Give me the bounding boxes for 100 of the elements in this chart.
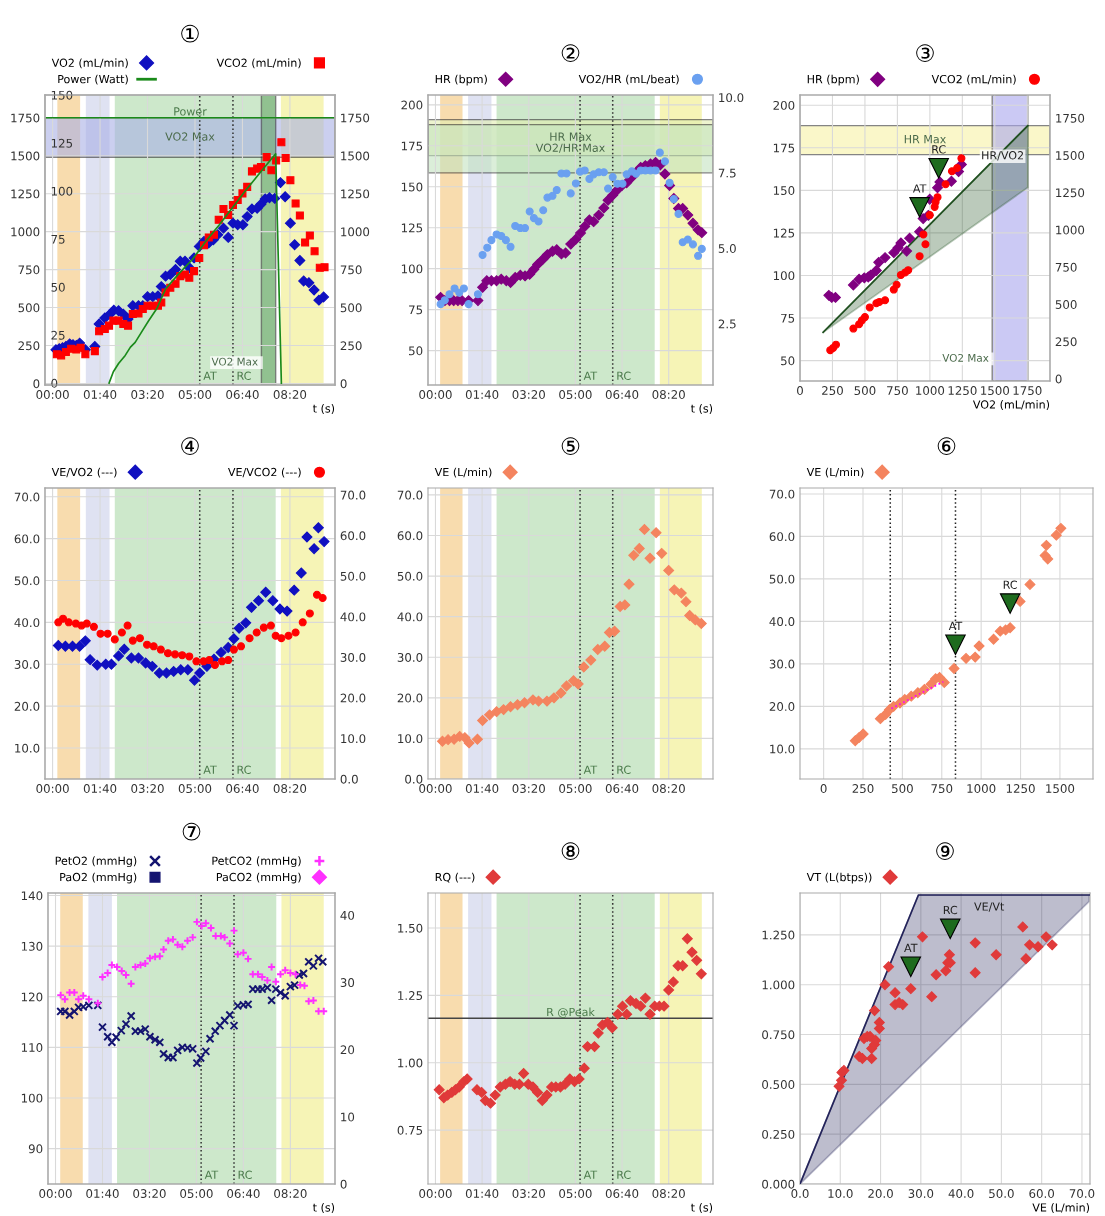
- chart-title: ⑨: [936, 842, 954, 860]
- y3-tick-label: 150: [51, 90, 73, 100]
- legend-label: VCO2 (mL/min): [931, 74, 1016, 85]
- x-tick-label: 06:40: [605, 784, 639, 793]
- y2-tick-label: 50.0: [340, 571, 366, 581]
- y-tick-label: 1500: [11, 151, 40, 161]
- y2-tick-label: 1500: [1056, 151, 1085, 160]
- ref-line-label: R @Peak: [547, 1007, 595, 1018]
- series-label: AT: [948, 621, 963, 630]
- legend-label: VT (L(btps)): [806, 872, 872, 884]
- y3-tick-label: 75: [51, 234, 65, 244]
- y3-tick-label: 125: [51, 138, 73, 148]
- y-tick-label: 75: [409, 305, 423, 315]
- y-tick-label: 50: [781, 356, 795, 366]
- x-tick-label: 70.0: [1069, 1189, 1095, 1198]
- chart-title: ②: [561, 44, 580, 62]
- y2-tick-label: 1500: [341, 151, 370, 161]
- y2-tick-label: 40.0: [340, 612, 366, 622]
- x-tick-label: 08:20: [652, 390, 685, 399]
- y2-tick-label: 0.0: [340, 774, 358, 784]
- y2-tick-label: 40: [340, 910, 355, 920]
- y-tick-label: 10.0: [15, 743, 40, 753]
- y2-tick-label: 30: [340, 978, 355, 988]
- x-tick-label: 03:20: [131, 390, 164, 399]
- x-tick-label: 05:00: [180, 1189, 213, 1198]
- x-tick-label: 03:20: [512, 784, 545, 793]
- y-tick-label: 75: [781, 313, 795, 323]
- y2-tick-label: 5.0: [718, 244, 736, 253]
- x-tick-label: 60.0: [1029, 1189, 1055, 1198]
- legend-label: HR (bpm): [435, 74, 487, 86]
- x-tick-label: 05:00: [559, 390, 592, 399]
- y-tick-label: 40.0: [769, 617, 795, 627]
- y-tick-label: 50.0: [769, 574, 795, 584]
- y3-tick-label: 0: [51, 378, 58, 388]
- x-tick-label: 20.0: [868, 1189, 893, 1198]
- y-tick-label: 1.250: [762, 930, 795, 940]
- x-tick-label: 0.0: [791, 1189, 809, 1198]
- y2-tick-label: 1250: [341, 189, 370, 199]
- y2-tick-label: 1000: [341, 227, 370, 237]
- series-label: AT: [904, 943, 918, 952]
- x-tick-label: 00:00: [39, 1189, 72, 1198]
- legend-label: VE/VO2 (---): [51, 467, 117, 478]
- x-tick-label: 06:40: [605, 1189, 639, 1198]
- x-tick-label: 08:20: [274, 1189, 307, 1198]
- x-tick-label: 750: [931, 784, 953, 793]
- y-tick-label: 20.0: [397, 693, 423, 703]
- x-tick-label: 01:40: [83, 390, 117, 399]
- y2-tick-label: 7.5: [718, 168, 736, 178]
- x-tick-label: 1500: [1046, 784, 1075, 793]
- y-tick-label: 125: [773, 228, 795, 238]
- x-tick-label: 50.0: [989, 1189, 1014, 1198]
- legend-label: VO2/HR (mL/beat): [578, 74, 679, 85]
- x-tick-label: 01:40: [83, 784, 117, 793]
- y-tick-label: 250: [18, 341, 40, 351]
- ref-line-label: AT: [583, 1170, 598, 1179]
- x-tick-label: 05:00: [178, 784, 212, 793]
- y2-tick-label: 500: [1055, 300, 1077, 309]
- x-tick-label: 00:00: [419, 784, 452, 793]
- y2-tick-label: 30.0: [340, 652, 366, 662]
- y-tick-label: 30.0: [14, 660, 40, 669]
- y-tick-label: 1250: [11, 189, 40, 199]
- legend-label: PaCO2 (mmHg): [216, 872, 301, 884]
- y-tick-label: 0.750: [762, 1030, 795, 1040]
- x-tick-label: 03:20: [133, 1189, 166, 1198]
- y2-tick-label: 1250: [1056, 188, 1085, 198]
- y2-tick-label: 250: [1055, 337, 1077, 347]
- ref-line-label: AT: [583, 371, 598, 380]
- series-label: RC: [1003, 580, 1017, 589]
- x-tick-label: 00:00: [419, 1189, 452, 1198]
- x-tick-label: 1500: [981, 386, 1010, 395]
- band-label: VO2/HR Max: [535, 143, 605, 153]
- y2-tick-label: 20.0: [340, 693, 366, 703]
- x-tick-label: 03:20: [131, 784, 164, 793]
- legend-label: VE (L/min): [806, 467, 864, 478]
- ref-line-label: AT: [204, 1170, 219, 1179]
- x-tick-label: 00:00: [419, 390, 452, 399]
- chart-title: ⑤: [561, 437, 580, 455]
- ref-line-label: AT: [203, 765, 217, 774]
- x-tick-label: 1000: [916, 386, 945, 395]
- x-tick-label: 500: [854, 386, 876, 395]
- y2-tick-label: 10.0: [341, 734, 366, 744]
- x-tick-label: 06:40: [227, 1189, 260, 1198]
- x-tick-label: 40.0: [948, 1189, 974, 1198]
- y-tick-label: 60.0: [14, 534, 40, 544]
- y-tick-label: 0.500: [762, 1080, 795, 1089]
- x-tick-label: 08:20: [652, 1189, 685, 1198]
- legend-label: PetCO2 (mmHg): [212, 856, 301, 868]
- y-tick-label: 1.00: [398, 1058, 423, 1068]
- y2-tick-label: 0: [1055, 374, 1062, 384]
- legend-label: VE/VCO2 (---): [227, 467, 301, 478]
- ref-line-label: RC: [617, 1170, 631, 1179]
- y2-tick-label: 20: [340, 1045, 355, 1055]
- y-tick-label: 10.0: [770, 744, 795, 754]
- x-tick-label: 0: [797, 386, 803, 395]
- legend-label: HR (bpm): [807, 74, 859, 86]
- y-tick-label: 1.000: [762, 980, 795, 990]
- x-tick-label: 06:40: [226, 784, 259, 793]
- x-axis-title: t (s): [690, 404, 713, 414]
- legend-label: PaO2 (mmHg): [60, 872, 137, 884]
- y-tick-label: 110: [21, 1043, 43, 1053]
